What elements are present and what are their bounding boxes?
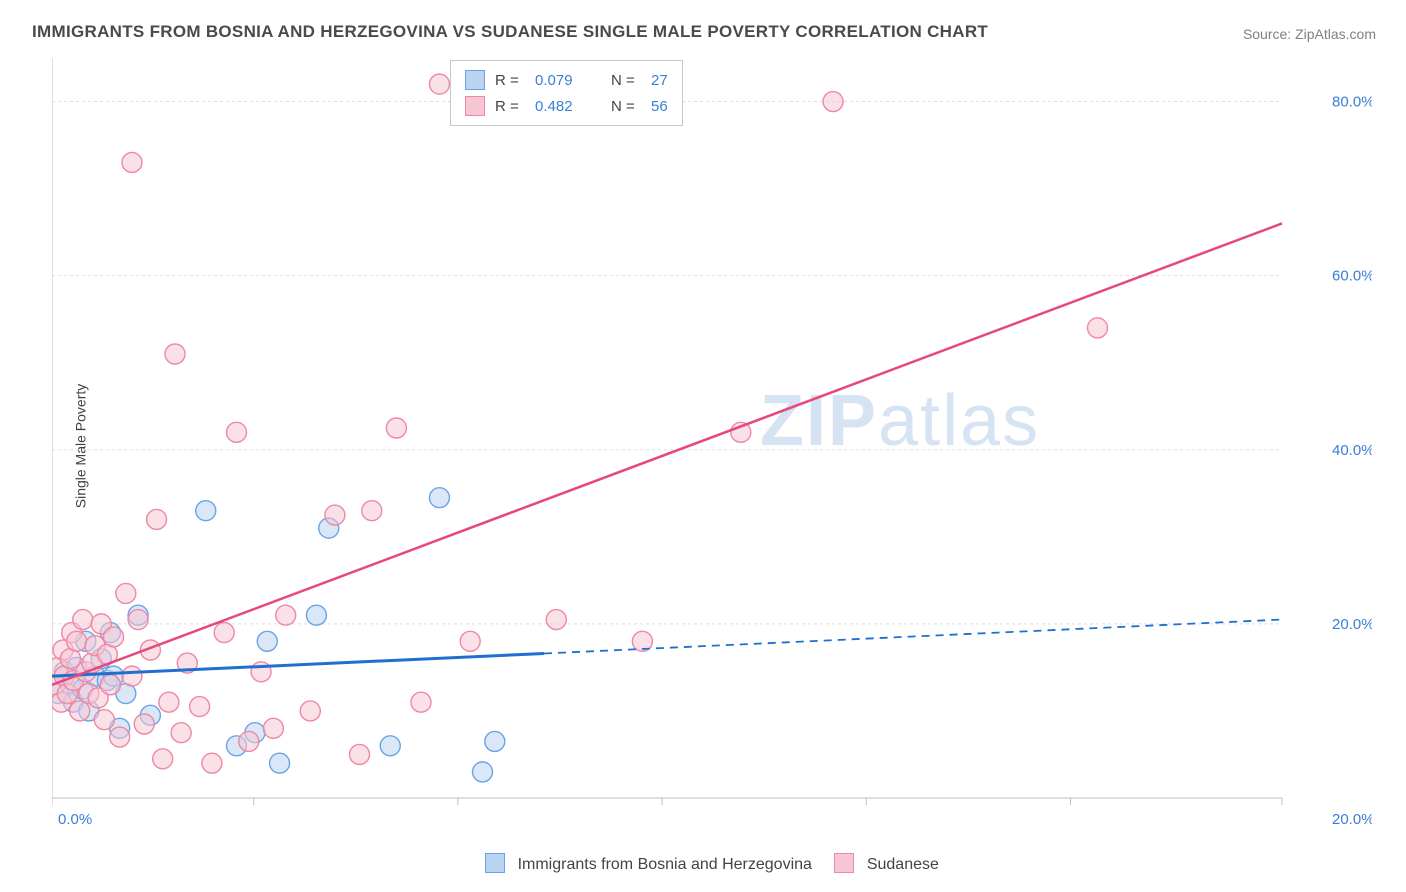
legend-r-value-2: 0.482 xyxy=(535,98,595,115)
legend-swatch-1 xyxy=(465,70,485,90)
legend-bottom-label-2: Sudanese xyxy=(867,856,939,873)
plot-area: 20.0% 40.0% 60.0% 80.0% 0.0% 20.0% xyxy=(52,58,1372,828)
legend-n-value-2: 56 xyxy=(651,98,668,115)
legend-series: Immigrants from Bosnia and Herzegovina S… xyxy=(0,853,1406,874)
legend-bottom-swatch-2 xyxy=(834,853,854,873)
svg-text:20.0%: 20.0% xyxy=(1332,811,1372,828)
legend-correlation: R = 0.079 N = 27 R = 0.482 N = 56 xyxy=(450,60,683,126)
legend-bottom-swatch-1 xyxy=(485,853,505,873)
legend-r-label-2: R = xyxy=(495,98,525,115)
legend-n-label-2: N = xyxy=(611,98,641,115)
legend-row-series1: R = 0.079 N = 27 xyxy=(465,67,668,93)
svg-text:0.0%: 0.0% xyxy=(58,811,92,828)
source-text: Source: ZipAtlas.com xyxy=(1243,26,1376,42)
chart-svg: 20.0% 40.0% 60.0% 80.0% 0.0% 20.0% xyxy=(52,58,1372,828)
legend-r-label-1: R = xyxy=(495,72,525,89)
legend-bottom-label-1: Immigrants from Bosnia and Herzegovina xyxy=(518,856,812,873)
svg-text:20.0%: 20.0% xyxy=(1332,616,1372,633)
svg-text:40.0%: 40.0% xyxy=(1332,442,1372,459)
legend-n-label-1: N = xyxy=(611,72,641,89)
svg-text:80.0%: 80.0% xyxy=(1332,94,1372,111)
legend-r-value-1: 0.079 xyxy=(535,72,595,89)
legend-row-series2: R = 0.482 N = 56 xyxy=(465,93,668,119)
svg-text:60.0%: 60.0% xyxy=(1332,268,1372,285)
legend-n-value-1: 27 xyxy=(651,72,668,89)
legend-swatch-2 xyxy=(465,96,485,116)
chart-title: IMMIGRANTS FROM BOSNIA AND HERZEGOVINA V… xyxy=(32,22,988,42)
